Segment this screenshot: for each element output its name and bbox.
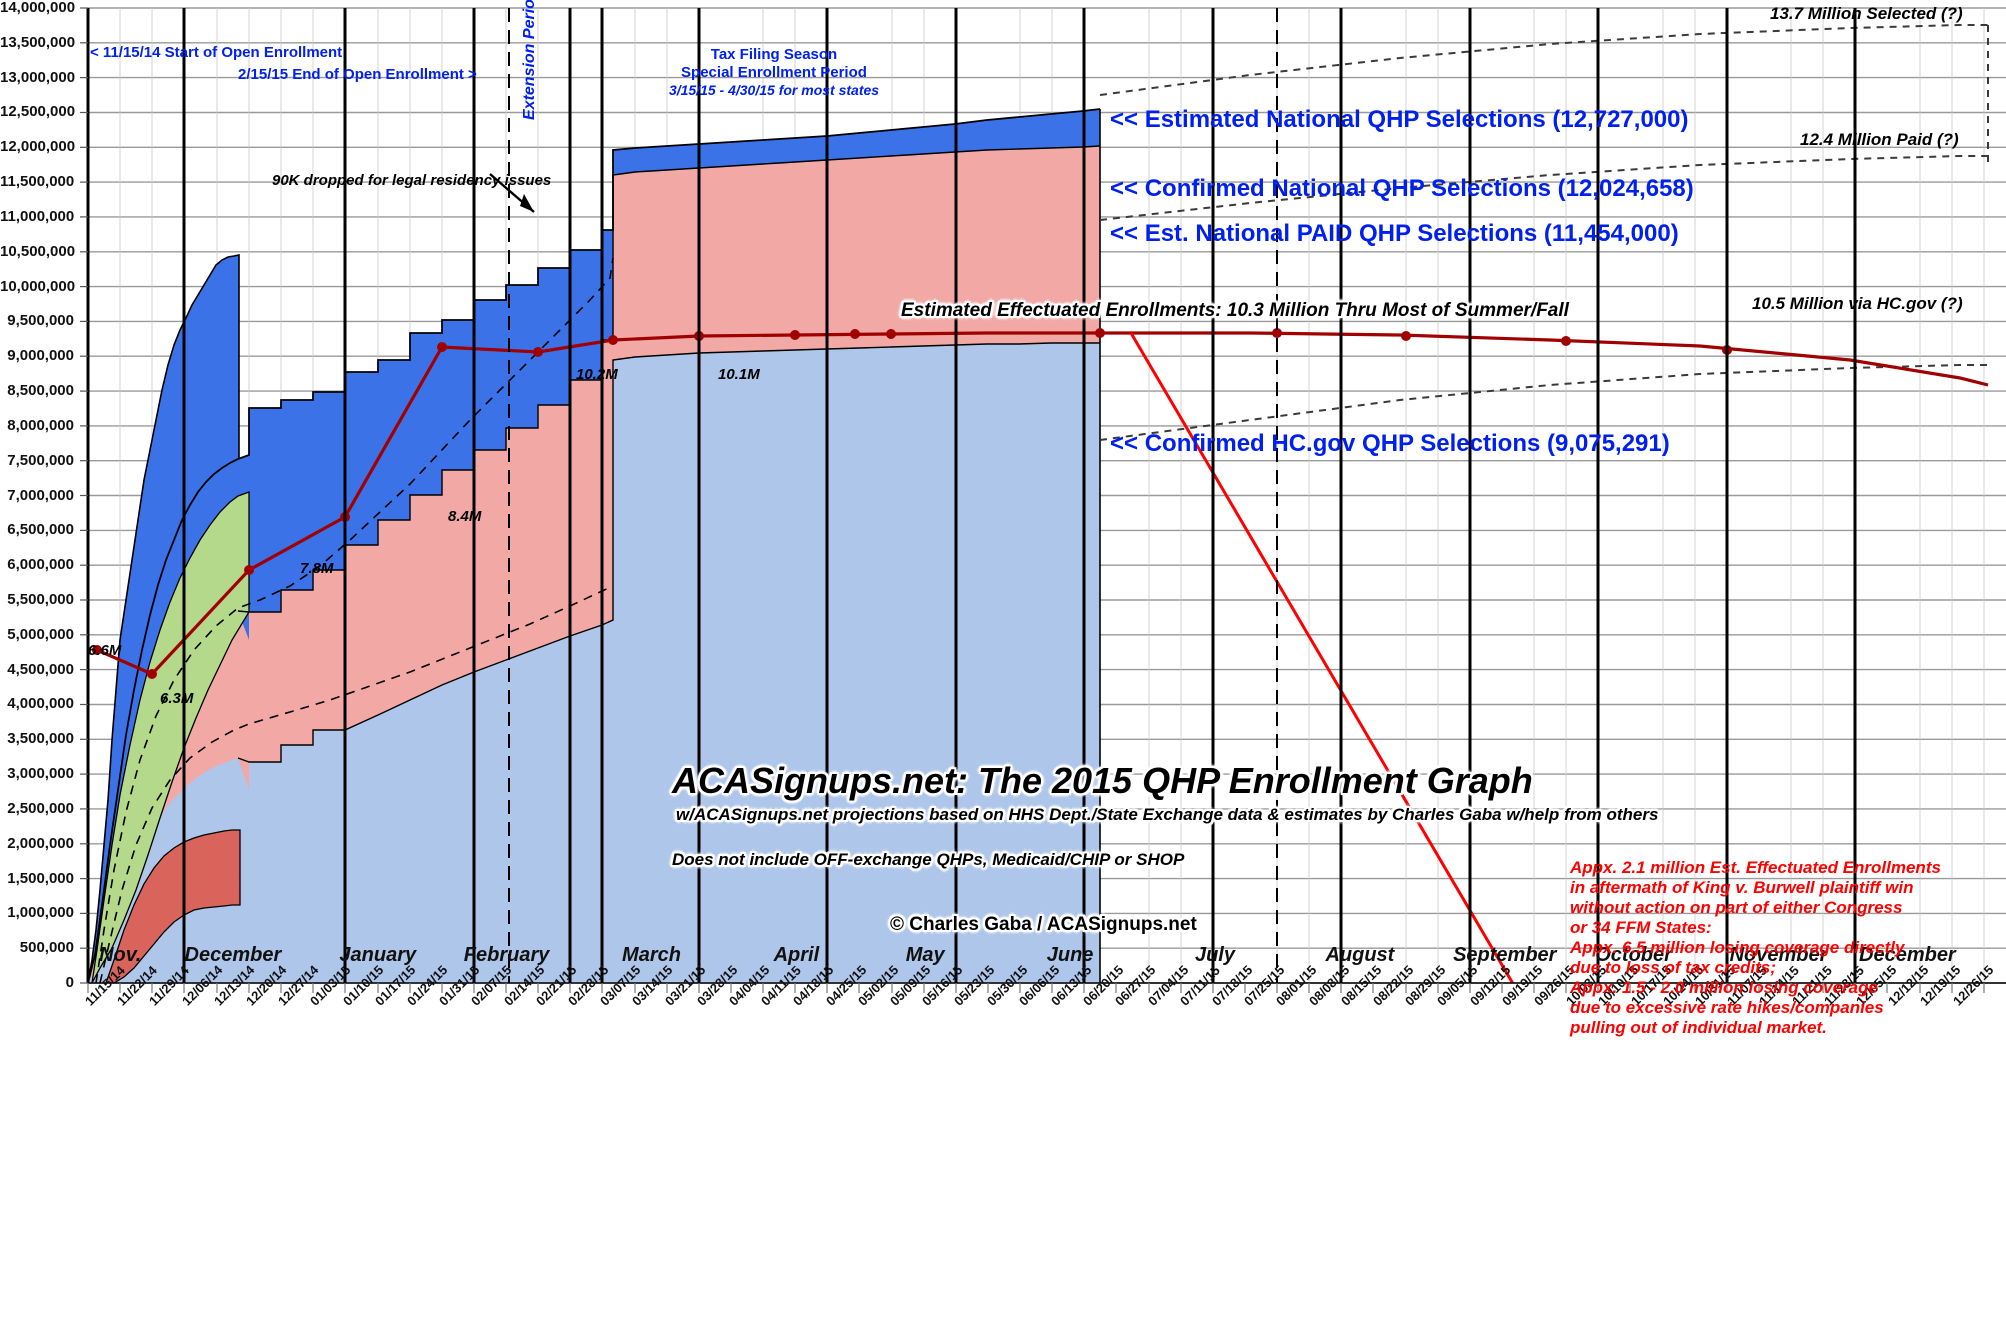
y-tick-label: 13,500,000 — [0, 33, 76, 51]
outline-hcgov — [237, 342, 1100, 763]
month-label-march: March — [622, 944, 681, 966]
month-label-june: June — [1046, 944, 1094, 966]
y-tick-label: 6,000,000 — [7, 556, 74, 574]
projection-label-12-4m: 12.4 Million Paid (?) — [1800, 130, 1959, 149]
projection-label-13-7m: 13.7 Million Selected (?) — [1770, 4, 1963, 23]
y-tick-label: 7,000,000 — [7, 486, 74, 504]
chart-subtitle: w/ACASignups.net projections based on HH… — [676, 805, 1659, 824]
callout-estimated-national-qhp: << Estimated National QHP Selections (12… — [1110, 106, 1689, 133]
point-label-8-4m: 8.4M — [448, 508, 482, 525]
month-label-july: July — [1194, 944, 1235, 966]
y-tick-label: 1,500,000 — [7, 869, 74, 887]
dashed-lower-trend — [99, 585, 614, 983]
y-tick-label: 4,000,000 — [7, 695, 74, 713]
line-king-burwell-crash — [1129, 332, 1515, 983]
month-label-december: December — [184, 944, 282, 966]
month-label-nov: Nov. — [99, 944, 142, 966]
month-label-september: September — [1453, 944, 1557, 966]
y-tick-label: 13,000,000 — [0, 68, 76, 86]
callout-est-national-paid-qhp: << Est. National PAID QHP Selections (11… — [1110, 220, 1679, 247]
point-label-6-6m: 6.6M — [88, 642, 122, 659]
projection-label-10-5m: 10.5 Million via HC.gov (?) — [1752, 294, 1963, 313]
y-tick-label: 10,500,000 — [0, 242, 76, 260]
y-tick-label: 11,000,000 — [0, 207, 75, 225]
y-tick-label: 6,500,000 — [7, 521, 74, 539]
point-label-6-3m: 6.3M — [160, 690, 194, 707]
month-label-october: October — [1595, 944, 1672, 966]
annotation-legal-residency: 90K dropped for legal residency issues — [272, 172, 552, 189]
chart-title: ACASignups.net: The 2015 QHP Enrollment … — [672, 760, 1533, 801]
y-tick-marks — [80, 7, 88, 984]
projection-13-7m — [1099, 24, 1988, 96]
chart-credit: © Charles Gaba / ACASignups.net — [890, 914, 1197, 935]
y-tick-label: 8,000,000 — [7, 416, 74, 434]
point-label-7-8m: 7.8M — [300, 560, 334, 577]
month-label-december: December — [1859, 944, 1956, 966]
month-label-april: April — [773, 944, 820, 966]
month-label-january: January — [339, 944, 417, 966]
month-label-may: May — [905, 944, 945, 966]
annotation-tax-filing-line1: Tax Filing Season — [710, 46, 838, 63]
area-early-green — [91, 491, 250, 983]
y-tick-label: 0 — [65, 974, 74, 991]
x-tick-marks — [87, 983, 1985, 993]
y-tick-label: 10,000,000 — [0, 277, 76, 295]
annotation-tax-filing-line3: 3/15/15 - 4/30/15 for most states — [668, 82, 880, 98]
y-tick-label: 5,500,000 — [7, 590, 74, 608]
y-tick-label: 9,000,000 — [7, 347, 74, 365]
y-tick-label: 7,500,000 — [7, 451, 74, 469]
month-separator-lines — [88, 8, 1857, 983]
y-tick-label: 2,500,000 — [7, 799, 74, 817]
area-hcgov — [88, 343, 1100, 983]
month-label-august: August — [1325, 944, 1395, 966]
y-tick-label: 2,000,000 — [7, 834, 74, 852]
month-label-november: November — [1729, 944, 1828, 966]
y-tick-label: 5,000,000 — [7, 625, 74, 643]
area-early-red — [105, 829, 241, 983]
y-tick-label: 12,500,000 — [0, 103, 76, 121]
chart-note: Does not include OFF-exchange QHPs, Medi… — [672, 850, 1185, 869]
king-burwell-note: Appx. 2.1 million Est. Effectuated Enrol… — [1570, 858, 1941, 1038]
line-effectuated-segment-left — [96, 648, 153, 676]
legal-residency-arrowhead — [520, 194, 534, 212]
annotation-effectuated-enrollments: Estimated Effectuated Enrollments: 10.3 … — [901, 300, 1569, 321]
y-tick-label: 3,500,000 — [7, 730, 74, 748]
annotation-open-enrollment-start: < 11/15/14 Start of Open Enrollment — [90, 44, 343, 61]
y-tick-label: 11,500,000 — [0, 173, 75, 191]
callout-confirmed-hcgov-qhp: << Confirmed HC.gov QHP Selections (9,07… — [1110, 430, 1670, 457]
y-tick-label: 14,000,000 — [0, 0, 76, 16]
callout-confirmed-national-qhp: << Confirmed National QHP Selections (12… — [1110, 175, 1694, 202]
annotation-open-enrollment-end: 2/15/15 End of Open Enrollment > — [238, 66, 477, 83]
y-tick-label: 3,000,000 — [7, 765, 74, 783]
y-tick-label: 9,500,000 — [7, 312, 74, 330]
y-tick-label: 8,500,000 — [7, 382, 74, 400]
annotation-extension-period: Extension Period — [521, 0, 538, 120]
outline-estimated — [88, 108, 1101, 983]
annotation-tax-filing-line2: Special Enrollment Period — [681, 64, 867, 81]
point-label-10-2m: 10.2M — [576, 366, 618, 383]
y-tick-label: 12,000,000 — [0, 138, 76, 156]
y-tick-label: 1,000,000 — [7, 904, 74, 922]
month-label-february: February — [463, 944, 550, 966]
point-label-10-1m: 10.1M — [718, 366, 760, 383]
projection-10-5m — [1099, 364, 1988, 441]
y-tick-label: 4,500,000 — [7, 660, 74, 678]
y-tick-label: 500,000 — [19, 939, 74, 957]
